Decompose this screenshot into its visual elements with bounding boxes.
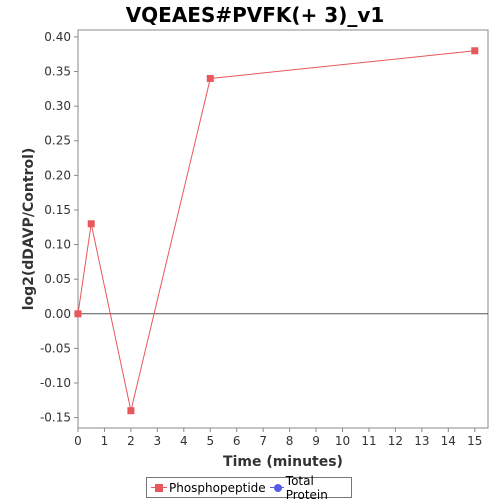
x-tick-label: 0: [74, 434, 82, 448]
y-tick-label: -0.10: [40, 376, 71, 390]
x-tick-label: 13: [414, 434, 429, 448]
series-layer: [74, 47, 479, 415]
legend: Phosphopeptide Total Protein: [146, 474, 352, 502]
y-tick-label: 0.15: [44, 203, 71, 217]
x-tick-label: 7: [259, 434, 267, 448]
y-tick-label: 0.05: [44, 272, 71, 286]
x-tick-label: 9: [312, 434, 320, 448]
x-tick-label: 8: [286, 434, 294, 448]
y-tick-label: 0.30: [44, 99, 71, 113]
y-tick-label: 0.10: [44, 238, 71, 252]
legend-item-total-protein: Total Protein: [269, 473, 351, 502]
data-point: [87, 220, 95, 228]
y-tick-label: -0.05: [40, 341, 71, 355]
data-point: [74, 310, 82, 318]
x-tick-label: 1: [101, 434, 109, 448]
x-tick-label: 2: [127, 434, 135, 448]
y-tick-label: 0.40: [44, 30, 71, 44]
x-tick-label: 5: [206, 434, 214, 448]
square-marker-icon: [151, 483, 167, 493]
legend-label-total-protein: Total Protein: [285, 473, 328, 502]
axes-layer: -0.15 -0.10 -0.05 0.00 0.05 0.10 0.15 0.20 0.25 0…: [40, 30, 488, 448]
x-tick-label: 14: [441, 434, 456, 448]
y-tick-label: 0.35: [44, 65, 71, 79]
x-tick-label: 12: [388, 434, 403, 448]
x-tick-label: 11: [361, 434, 376, 448]
data-point: [471, 47, 479, 55]
legend-label-phosphopeptide: Phosphopeptide: [169, 480, 266, 495]
circle-marker-icon: [269, 483, 284, 493]
y-tick-label: -0.15: [40, 411, 71, 425]
y-tick-label: 0.00: [44, 307, 71, 321]
y-axis-label: log2(dDAVP/Control): [21, 148, 37, 311]
x-tick-label: 10: [335, 434, 350, 448]
x-tick-label: 3: [154, 434, 162, 448]
x-tick-label: 6: [233, 434, 241, 448]
x-tick-label: 4: [180, 434, 188, 448]
chart-title: VQEAES#PVFK(+ 3)_v1: [126, 3, 385, 27]
data-point: [127, 407, 135, 415]
plot-area: [77, 29, 489, 429]
x-axis-label: Time (minutes): [223, 454, 343, 470]
y-tick-label: 0.25: [44, 134, 71, 148]
x-tick-label: 15: [467, 434, 482, 448]
y-tick-label: 0.20: [44, 168, 71, 182]
legend-item-phosphopeptide: Phosphopeptide: [151, 481, 266, 495]
data-point: [206, 74, 214, 82]
